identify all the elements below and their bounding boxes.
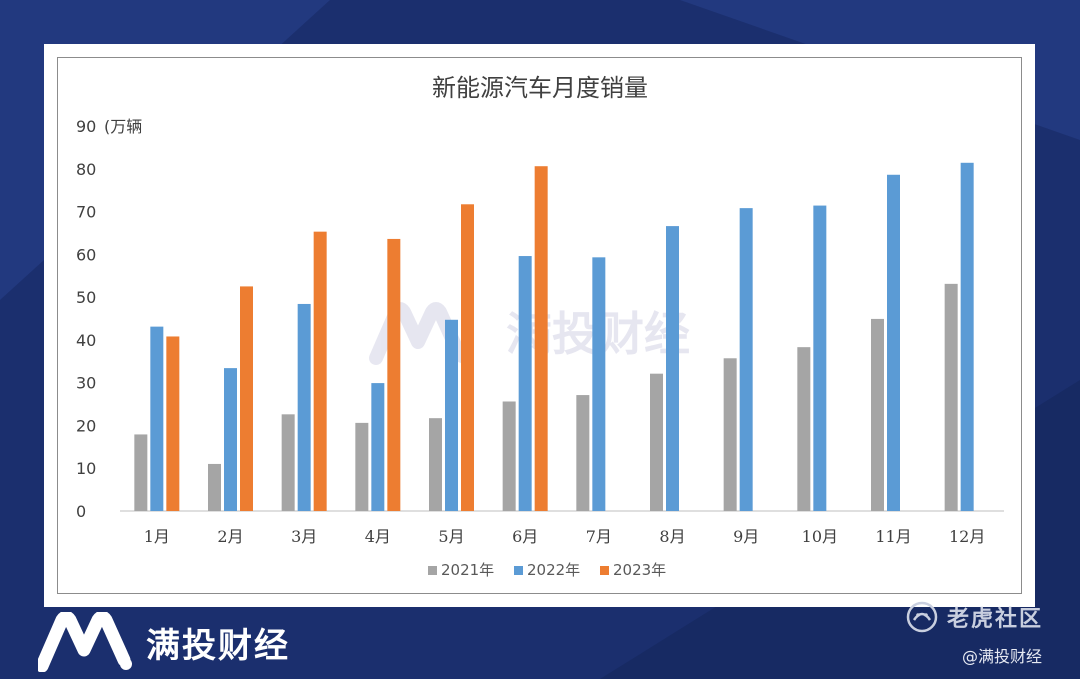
y-tick-label: 40	[76, 331, 96, 350]
x-tick-label: 2月	[217, 527, 243, 546]
bar-2021年-2月	[208, 463, 221, 511]
bar-2021年-8月	[650, 373, 663, 511]
y-tick-label: 80	[76, 160, 96, 179]
chart-frame: 满投财经 新能源汽车月度销量 (万辆 0 10 20 30 40 50 60 70 80 90 1月 2月 3…	[57, 57, 1022, 594]
bar-2022年-3月	[297, 303, 311, 511]
bar-2022年-12月	[960, 162, 974, 511]
legend-entry: 2021年	[441, 561, 494, 579]
bar-2023年-3月	[313, 231, 327, 511]
bar-2022年-1月	[150, 326, 164, 511]
bar-2021年-6月	[502, 401, 516, 511]
bar-2022年-9月	[739, 208, 753, 511]
chart-panel: 满投财经 新能源汽车月度销量 (万辆 0 10 20 30 40 50 60 70 80 90 1月 2月 3…	[44, 44, 1035, 607]
author-handle: @满投财经	[962, 647, 1043, 666]
bar-2021年-12月	[944, 283, 958, 511]
y-tick-label: 0	[76, 502, 86, 521]
x-tick-label: 8月	[659, 527, 685, 546]
bar-2022年-5月	[445, 319, 458, 511]
x-tick-label: 1月	[144, 527, 170, 546]
legend-entry: 2023年	[613, 561, 666, 579]
y-tick-label: 60	[76, 245, 96, 264]
x-tick-label: 11月	[875, 527, 911, 546]
bar-2023年-4月	[387, 238, 401, 511]
bar-2022年-7月	[592, 257, 606, 511]
legend-entry: 2022年	[527, 561, 580, 579]
bar-2021年-10月	[797, 347, 811, 511]
bar-2021年-4月	[355, 422, 369, 511]
bar-2021年-7月	[576, 395, 590, 511]
x-tick-label: 6月	[512, 527, 538, 546]
bar-2023年-5月	[461, 204, 474, 512]
bar-2021年-9月	[723, 358, 737, 511]
chart-title: 新能源汽车月度销量	[432, 74, 648, 102]
y-tick-label: 50	[76, 288, 96, 307]
tiger-logo-icon	[906, 601, 938, 633]
watermark: 满投财经	[369, 302, 690, 365]
bar-2023年-2月	[240, 286, 253, 511]
bar-2021年-1月	[134, 434, 148, 511]
m-logo-icon	[38, 612, 132, 672]
bar-2023年-1月	[166, 336, 180, 511]
bar-2021年-11月	[871, 318, 884, 511]
bar-2021年-5月	[429, 418, 442, 511]
bar-2023年-6月	[534, 166, 548, 511]
bar-chart: 满投财经 新能源汽车月度销量 (万辆 0 10 20 30 40 50 60 70 80 90 1月 2月 3…	[76, 74, 1004, 579]
x-tick-label: 7月	[586, 527, 612, 546]
y-axis-label: (万辆	[104, 117, 142, 136]
platform-badge: 老虎社区	[905, 600, 1043, 634]
bar-2022年-11月	[887, 174, 900, 511]
bar-2022年-2月	[224, 368, 237, 511]
x-tick-label: 3月	[291, 527, 317, 546]
bar-2022年-8月	[666, 226, 679, 511]
bar-2022年-4月	[371, 383, 385, 511]
x-tick-label: 5月	[438, 527, 464, 546]
y-tick-label: 10	[76, 459, 96, 478]
legend-swatch	[428, 566, 437, 575]
bar-2022年-6月	[518, 256, 532, 511]
x-tick-label: 12月	[949, 527, 985, 546]
x-tick-label: 4月	[365, 527, 391, 546]
legend-swatch	[600, 566, 609, 575]
y-tick-label: 70	[76, 203, 96, 222]
platform-name: 老虎社区	[947, 607, 1044, 632]
brand-footer: 满投财经	[38, 612, 290, 672]
x-tick-label: 10月	[802, 527, 838, 546]
brand-name: 满投财经	[146, 625, 290, 666]
y-tick-label: 30	[76, 374, 96, 393]
y-tick-label: 90	[76, 117, 96, 136]
y-tick-label: 20	[76, 416, 96, 435]
legend-swatch	[514, 566, 523, 575]
x-tick-label: 9月	[733, 527, 759, 546]
bar-2021年-3月	[281, 414, 295, 511]
bar-2022年-10月	[813, 205, 827, 512]
